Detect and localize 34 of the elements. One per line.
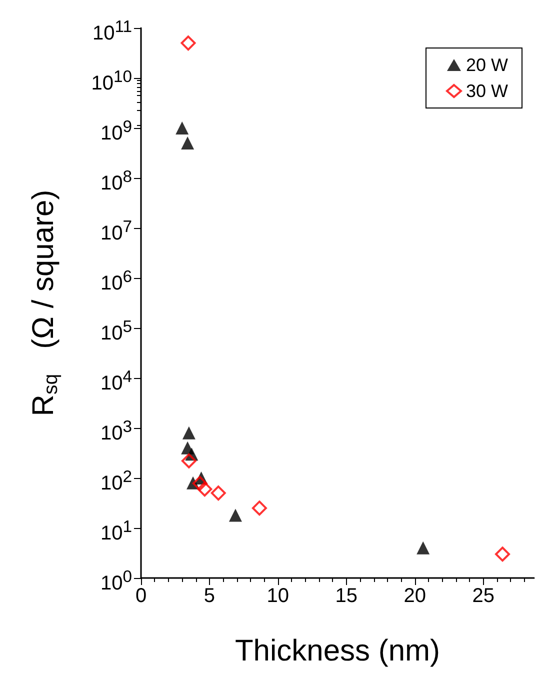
legend-label: 30 W	[466, 81, 508, 101]
y-tick-label: 10$^{7}$	[100, 216, 132, 246]
point	[181, 453, 196, 468]
point	[176, 122, 189, 134]
x-tick-label: 0	[135, 585, 147, 607]
x-tick-label: 10	[266, 585, 290, 607]
x-tick-label: 20	[404, 585, 426, 607]
x-tick-label: 15	[335, 585, 358, 607]
y-tick-label: 10$^{8}$	[100, 166, 132, 196]
y-tick-label: 10$^{5}$	[100, 316, 132, 346]
point	[182, 426, 196, 440]
y-tick-label: 10$^{9}$	[100, 116, 132, 146]
y-tick-label: 10$^{0}$	[100, 566, 132, 596]
point	[416, 541, 430, 554]
point	[192, 476, 208, 491]
text: Rsq (Ω / square)	[27, 190, 62, 416]
point	[228, 508, 242, 522]
y-tick-label: 10$^{2}$	[100, 466, 132, 496]
point	[197, 482, 212, 497]
y-tick-label: 10$^{3}$	[100, 416, 132, 446]
y-tick-label: 10$^{1}$	[100, 516, 132, 546]
point	[252, 500, 267, 516]
legend-label: 20 W	[466, 55, 508, 75]
point	[180, 36, 196, 51]
x-axis-title: Thickness (nm)	[234, 634, 440, 668]
y-tick-label: 10$^{10}$	[91, 66, 132, 96]
y-tick-label: 10$^{6}$	[100, 266, 132, 296]
point	[495, 546, 510, 562]
point	[181, 136, 194, 150]
x-tick-label: 5	[204, 585, 216, 607]
x-tick-label: 25	[472, 585, 494, 607]
point	[210, 486, 226, 501]
y-tick-label: 10$^{11}$	[92, 16, 132, 46]
y-tick-label: 10$^{4}$	[100, 366, 132, 396]
